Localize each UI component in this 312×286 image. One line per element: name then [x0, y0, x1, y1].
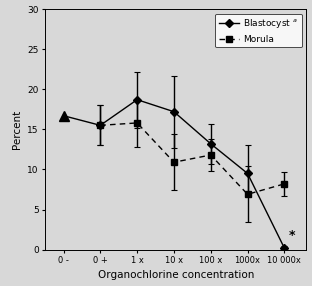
Y-axis label: Percent: Percent	[12, 110, 22, 149]
Legend: Blastocyst $^a$, Morula: Blastocyst $^a$, Morula	[216, 13, 302, 47]
Text: *: *	[289, 229, 295, 242]
X-axis label: Organochlorine concentration: Organochlorine concentration	[98, 271, 254, 281]
